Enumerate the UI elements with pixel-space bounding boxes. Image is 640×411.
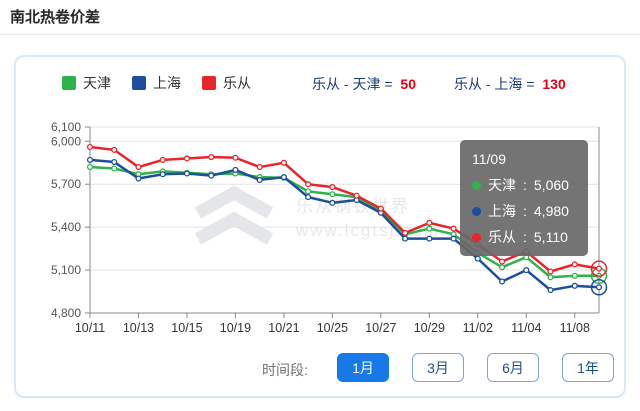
svg-text:10/19: 10/19 bbox=[220, 321, 251, 335]
tianjin-legend-swatch bbox=[62, 76, 76, 90]
tianjin-dot-icon bbox=[472, 180, 481, 190]
legend-label: 天津 bbox=[83, 75, 111, 91]
spread-lecong-tianjin: 乐从 - 天津 = 50 bbox=[312, 74, 416, 94]
svg-text:5,400: 5,400 bbox=[51, 220, 81, 234]
period-button-1year[interactable]: 1年 bbox=[562, 353, 614, 382]
svg-text:10/15: 10/15 bbox=[171, 321, 202, 335]
spread-value: 130 bbox=[542, 76, 566, 92]
header-divider bbox=[0, 34, 640, 35]
svg-text:10/11: 10/11 bbox=[75, 321, 105, 335]
legend-label: 上海 bbox=[153, 75, 181, 91]
spread-label: 乐从 - 上海 = bbox=[453, 76, 535, 92]
chart-tooltip: 11/09 天津: 5,060 上海: 4,980 乐从: 5,110 bbox=[460, 140, 588, 256]
period-button-3month[interactable]: 3月 bbox=[412, 353, 464, 382]
legend-item-tianjin[interactable]: 天津 bbox=[62, 73, 111, 93]
svg-text:5,700: 5,700 bbox=[51, 177, 81, 191]
tooltip-value: 5,110 bbox=[533, 229, 568, 245]
legend-item-lecong[interactable]: 乐从 bbox=[202, 73, 251, 93]
chart-legend: 天津 上海 乐从 bbox=[62, 73, 251, 93]
shanghai-dot-icon bbox=[472, 206, 481, 216]
period-button-6month[interactable]: 6月 bbox=[487, 353, 539, 382]
lecong-dot-icon bbox=[472, 232, 481, 242]
period-label: 时间段: bbox=[262, 362, 308, 378]
svg-text:10/21: 10/21 bbox=[268, 321, 299, 335]
tooltip-value: 4,980 bbox=[533, 203, 569, 219]
tooltip-row-lecong: 乐从: 5,110 bbox=[472, 224, 576, 250]
svg-text:6,100: 6,100 bbox=[51, 120, 81, 134]
legend-item-shanghai[interactable]: 上海 bbox=[132, 73, 181, 93]
svg-text:11/08: 11/08 bbox=[560, 321, 590, 335]
tooltip-series-name: 天津 bbox=[488, 177, 516, 193]
tooltip-series-name: 上海 bbox=[488, 203, 516, 219]
svg-text:5,100: 5,100 bbox=[51, 263, 81, 277]
tooltip-date: 11/09 bbox=[472, 151, 506, 167]
shanghai-legend-swatch bbox=[132, 76, 146, 90]
period-controls: 时间段: 1月 3月 6月 1年 bbox=[16, 353, 628, 383]
svg-text:10/27: 10/27 bbox=[365, 321, 396, 335]
tooltip-row-shanghai: 上海: 4,980 bbox=[472, 198, 576, 224]
chart-card: 天津 上海 乐从 乐从 - 天津 = 50 乐从 - 上海 = 130 bbox=[14, 55, 626, 398]
svg-text:11/04: 11/04 bbox=[511, 321, 541, 335]
page-title: 南北热卷价差 bbox=[10, 9, 101, 26]
svg-text:10/29: 10/29 bbox=[414, 321, 445, 335]
svg-text:6,000: 6,000 bbox=[51, 134, 81, 148]
tooltip-value: 5,060 bbox=[533, 177, 569, 193]
spread-value: 50 bbox=[400, 76, 416, 92]
legend-label: 乐从 bbox=[223, 75, 251, 91]
svg-text:10/13: 10/13 bbox=[123, 321, 154, 335]
lecong-legend-swatch bbox=[202, 76, 216, 90]
spread-lecong-shanghai: 乐从 - 上海 = 130 bbox=[454, 74, 566, 94]
spread-values: 乐从 - 天津 = 50 乐从 - 上海 = 130 bbox=[312, 74, 566, 94]
tooltip-row-tianjin: 天津: 5,060 bbox=[472, 172, 576, 198]
svg-text:4,800: 4,800 bbox=[51, 306, 81, 320]
svg-text:11/02: 11/02 bbox=[463, 321, 493, 335]
tooltip-series-name: 乐从 bbox=[488, 229, 516, 245]
svg-text:10/25: 10/25 bbox=[317, 321, 348, 335]
spread-label: 乐从 - 天津 = bbox=[312, 76, 393, 92]
period-button-1month[interactable]: 1月 bbox=[337, 353, 389, 382]
